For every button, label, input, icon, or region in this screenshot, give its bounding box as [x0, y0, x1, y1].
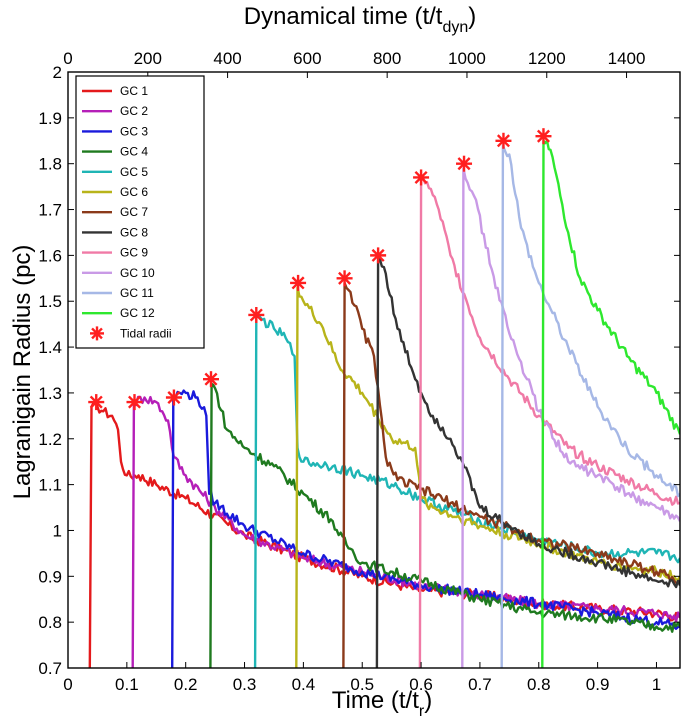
y-tick-label: 0.8 — [38, 613, 62, 632]
x-axis-title: Time (t/tr) — [332, 687, 432, 720]
x2-tick-label: 1400 — [608, 49, 646, 68]
y-tick-label: 0.7 — [38, 659, 62, 678]
legend-label: Tidal radii — [120, 326, 172, 340]
x-tick-label: 0.4 — [292, 675, 316, 694]
x-tick-label: 0.9 — [586, 675, 610, 694]
x-tick-label: 0.7 — [468, 675, 492, 694]
series-line-gc-12 — [541, 139, 680, 668]
x-tick-label: 0 — [63, 675, 72, 694]
axis-ticks: 0 0.1 0.2 0.3 0.4 0.5 0.6 0.7 0.8 0.9 1 0 200 400 600 8… — [38, 49, 680, 694]
series-group — [88, 139, 680, 668]
tidal-radius-marker — [495, 132, 512, 149]
legend-label: GC 4 — [120, 145, 148, 159]
y-tick-label: 1.7 — [38, 201, 62, 220]
series-line-gc-3 — [171, 389, 680, 668]
legend-label: GC 8 — [120, 225, 148, 239]
series-line-gc-10 — [461, 167, 680, 668]
tidal-radius-marker — [413, 169, 430, 186]
tidal-radius-marker — [248, 306, 265, 323]
legend-label: GC 10 — [120, 266, 155, 280]
legend-label: GC 3 — [120, 124, 148, 138]
y-tick-label: 1.5 — [38, 292, 62, 311]
tidal-radius-marker — [165, 389, 182, 406]
legend-label: GC 7 — [120, 205, 148, 219]
y-tick-label: 2 — [53, 63, 62, 82]
x-tick-label: 0.6 — [409, 675, 433, 694]
x2-tick-label: 800 — [373, 49, 401, 68]
legend-label: GC 2 — [120, 104, 148, 118]
x-tick-label: 0.8 — [527, 675, 551, 694]
y-tick-label: 1.6 — [38, 246, 62, 265]
y-tick-label: 1 — [53, 521, 62, 540]
y-tick-label: 1.2 — [38, 430, 62, 449]
legend-label: GC 9 — [120, 246, 148, 260]
x2-tick-label: 1000 — [448, 49, 486, 68]
plot-frame — [67, 71, 681, 669]
tidal-radius-marker — [126, 394, 143, 411]
tidal-radius-marker — [88, 394, 105, 411]
x2-tick-label: 0 — [63, 49, 72, 68]
tidal-radius-marker — [370, 247, 387, 264]
x2-tick-label: 200 — [134, 49, 162, 68]
legend: GC 1 GC 2 GC 3 GC 4 GC 5 GC 6 GC 7 GC 8 GC 9 GC 1… — [75, 75, 205, 349]
y-tick-label: 1.9 — [38, 109, 62, 128]
y-axis-title: Lagranigain Radius (pc) — [9, 245, 36, 500]
series-line-gc-4 — [209, 382, 680, 668]
y-tick-label: 1.1 — [38, 476, 62, 495]
legend-label: GC 11 — [120, 286, 154, 300]
y-tick-label: 1.8 — [38, 155, 62, 174]
x-tick-label: 0.3 — [233, 675, 257, 694]
series-line-gc-8 — [375, 254, 680, 668]
series-line-gc-2 — [131, 395, 680, 668]
legend-label: GC 6 — [120, 185, 148, 199]
y-tick-label: 0.9 — [38, 567, 62, 586]
x-tick-label: 0.5 — [350, 675, 374, 694]
x-tick-label: 1 — [652, 675, 661, 694]
y-tick-label: 1.4 — [38, 338, 62, 357]
x2-tick-label: 600 — [293, 49, 321, 68]
legend-label: GC 1 — [120, 84, 148, 98]
tidal-radius-marker — [535, 128, 552, 145]
legend-tidal-swatch — [90, 326, 104, 341]
tidal-radius-marker — [456, 155, 473, 172]
tidal-radius-marker — [290, 274, 307, 291]
y-tick-label: 1.3 — [38, 384, 62, 403]
tidal-radii-markers — [88, 128, 552, 411]
series-line-gc-11 — [500, 144, 680, 668]
tidal-radius-marker — [202, 371, 219, 388]
series-line-gc-6 — [295, 286, 680, 668]
legend-label: GC 5 — [120, 165, 148, 179]
x2-axis-title: Dynamical time (t/tdyn) — [244, 3, 477, 36]
x2-tick-label: 1200 — [528, 49, 566, 68]
x2-tick-label: 400 — [213, 49, 241, 68]
legend-label: GC 12 — [120, 306, 155, 320]
x-tick-label: 0.1 — [115, 675, 139, 694]
x-tick-label: 0.2 — [174, 675, 198, 694]
tidal-radius-marker — [336, 270, 353, 287]
